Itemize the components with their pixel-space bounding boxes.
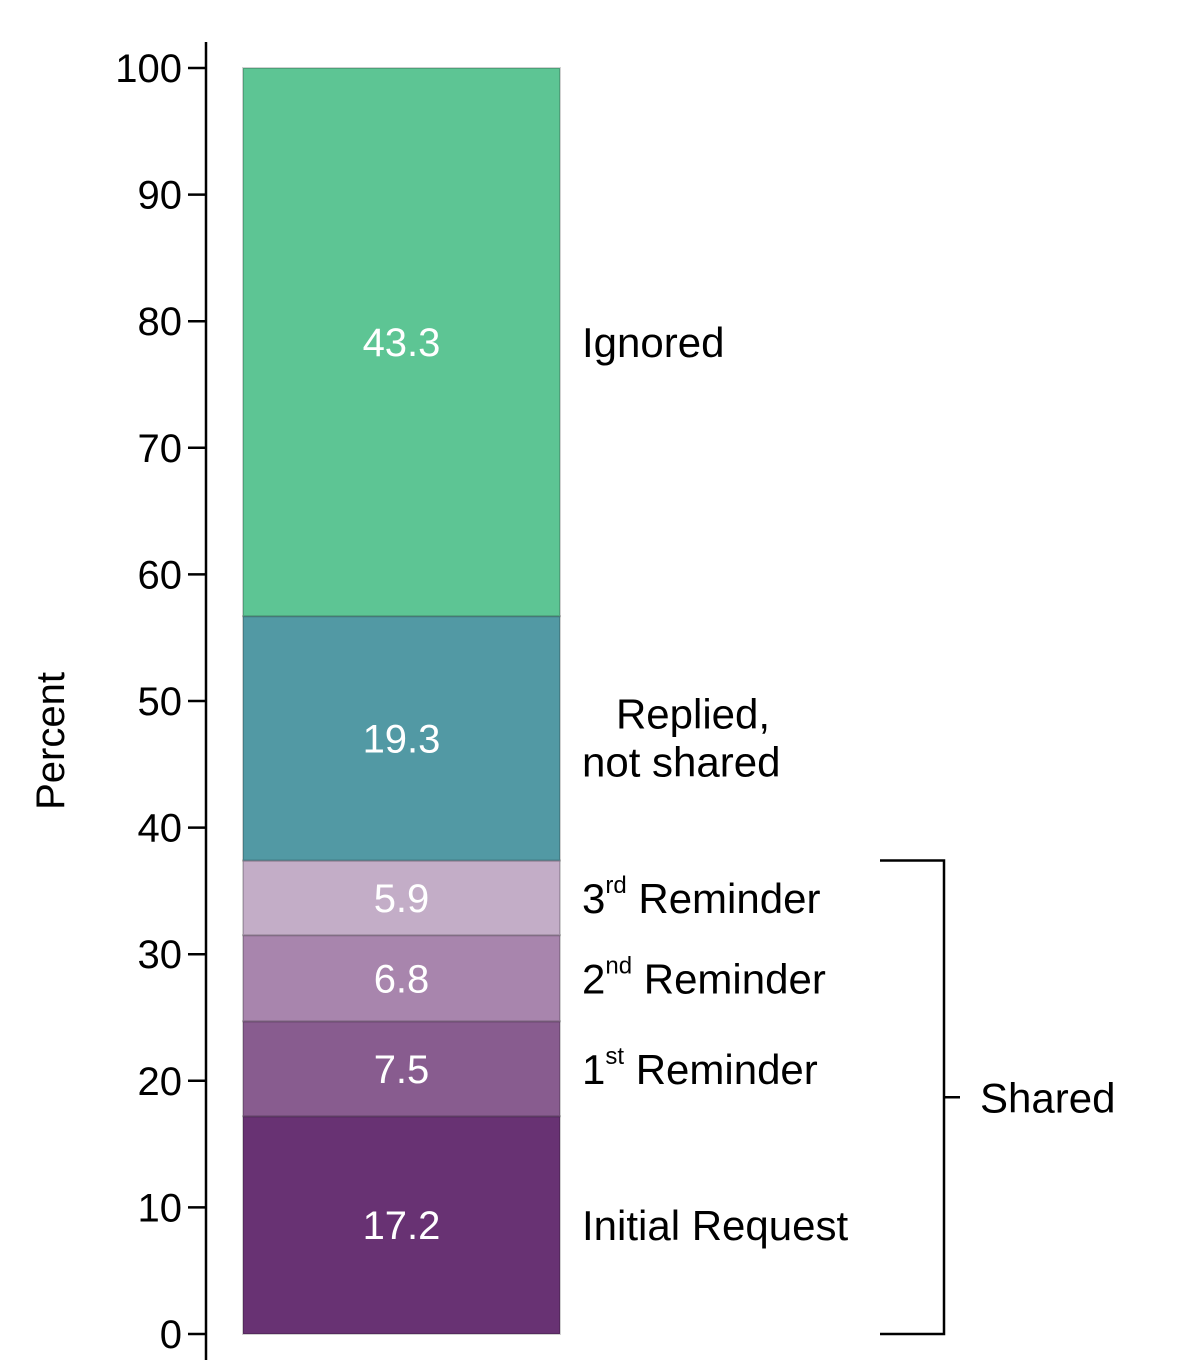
- segment-value-first: 7.5: [374, 1048, 430, 1092]
- segment-label-line: not shared: [582, 738, 780, 785]
- segment-label-ignored: Ignored: [582, 319, 724, 366]
- segment-label-line: Replied,: [616, 690, 770, 737]
- y-tick-label: 10: [138, 1186, 183, 1230]
- segment-value-replied: 19.3: [363, 717, 441, 761]
- bar-segment-second: [242, 934, 561, 1023]
- shared-group-label: Shared: [980, 1074, 1115, 1121]
- y-tick-label: 30: [138, 933, 183, 977]
- y-axis-title: Percent: [29, 672, 73, 810]
- bar-segments: [242, 67, 561, 1336]
- bar-segment-initial: [242, 1115, 561, 1336]
- segment-label-third: 3rd Reminder: [582, 872, 820, 922]
- y-tick-label: 50: [138, 680, 183, 724]
- y-tick-label: 20: [138, 1060, 183, 1104]
- segment-value-ignored: 43.3: [363, 321, 441, 365]
- y-tick-label: 0: [160, 1313, 182, 1357]
- bar-segment-replied: [242, 615, 561, 862]
- y-tick-label: 40: [138, 807, 183, 851]
- segment-label-first: 1st Reminder: [582, 1043, 818, 1093]
- y-axis: 0 10 20 30 40 50 60 70 80 90 100: [115, 42, 208, 1360]
- y-tick-label: 60: [138, 553, 183, 597]
- shared-bracket: Shared: [880, 859, 1115, 1336]
- segment-value-labels: 17.2 7.5 6.8 5.9 19.3 43.3: [363, 321, 441, 1248]
- segment-label-second: 2nd Reminder: [582, 952, 826, 1002]
- segment-value-second: 6.8: [374, 957, 430, 1001]
- y-tick-label: 100: [115, 47, 182, 91]
- y-tick-label: 80: [138, 300, 183, 344]
- segment-category-labels: Initial Request 1st Reminder 2nd Reminder 3…: [582, 319, 848, 1249]
- segment-label-replied: Replied,not shared: [582, 690, 780, 785]
- y-tick-label: 90: [138, 174, 183, 218]
- bar-segment-ignored: [242, 67, 561, 618]
- shared-bracket-line: [880, 859, 960, 1336]
- segment-label-initial: Initial Request: [582, 1202, 848, 1249]
- segment-value-third: 5.9: [374, 877, 430, 921]
- segment-value-initial: 17.2: [363, 1204, 441, 1248]
- y-tick-label: 70: [138, 427, 183, 471]
